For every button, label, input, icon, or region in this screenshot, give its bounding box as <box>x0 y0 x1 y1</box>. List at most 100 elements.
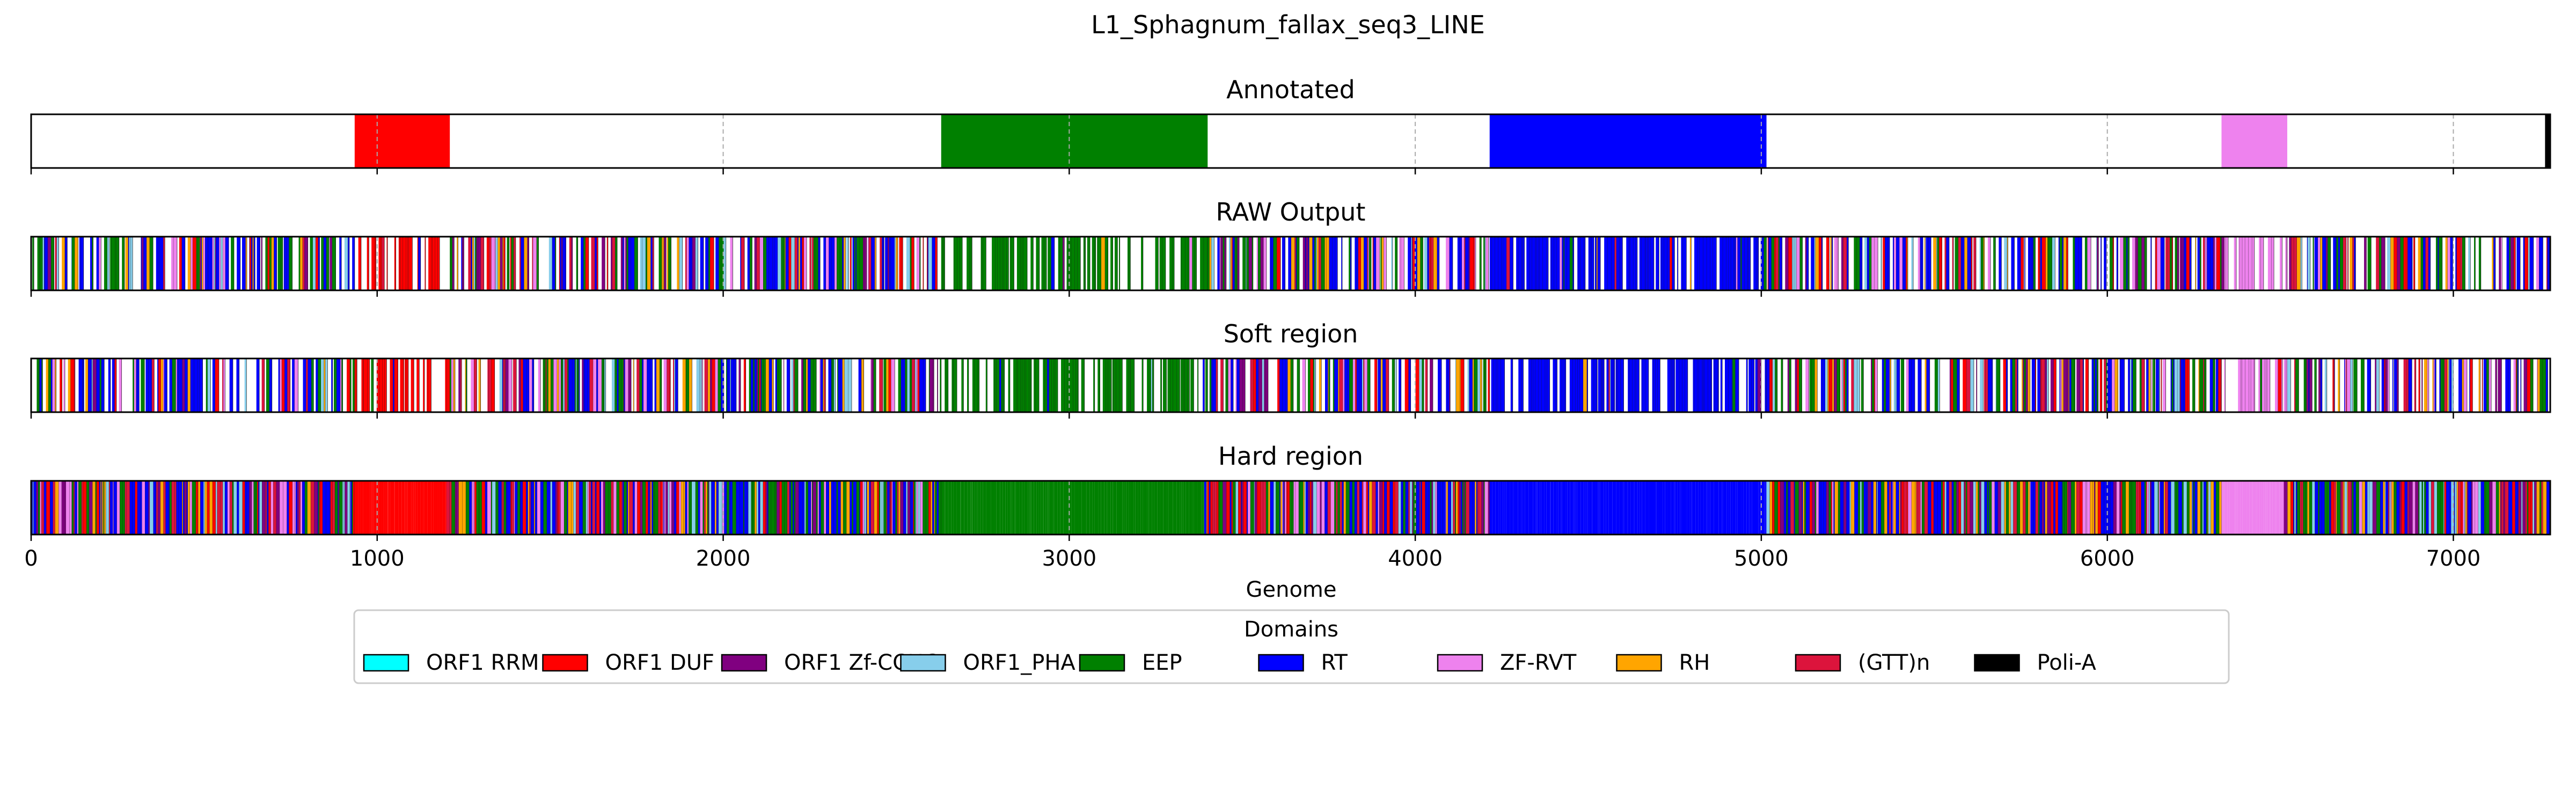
domain-stripe <box>1355 358 1357 412</box>
domain-stripe <box>846 237 849 290</box>
domain-stripe <box>411 358 414 412</box>
domain-stripe <box>1984 358 1986 412</box>
domain-stripe <box>1750 481 1752 535</box>
domain-stripe <box>2030 481 2031 535</box>
domain-stripe <box>197 481 199 535</box>
domain-stripe <box>663 237 664 290</box>
domain-stripe <box>1912 481 1915 535</box>
domain-stripe <box>1379 481 1383 535</box>
domain-stripe <box>777 358 779 412</box>
domain-stripe <box>2091 358 2094 412</box>
domain-stripe <box>2122 481 2126 535</box>
domain-stripe <box>2138 481 2140 535</box>
domain-stripe <box>1708 481 1710 535</box>
domain-stripe <box>1918 481 1921 535</box>
domain-stripe <box>1355 481 1357 535</box>
domain-stripe <box>114 358 116 412</box>
domain-stripe <box>1430 481 1432 535</box>
domain-stripe <box>1475 481 1477 535</box>
domain-stripe <box>320 481 323 535</box>
domain-stripe <box>1541 481 1543 535</box>
domain-stripe <box>1746 358 1748 412</box>
domain-stripe <box>2149 481 2150 535</box>
domain-stripe <box>222 358 224 412</box>
domain-stripe <box>1347 358 1350 412</box>
domain-stripe <box>209 481 213 535</box>
segment-rt <box>1489 114 1767 168</box>
domain-stripe <box>1324 358 1328 412</box>
domain-stripe <box>1572 237 1574 290</box>
domain-stripe <box>2067 481 2068 535</box>
domain-stripe <box>1249 358 1251 412</box>
domain-stripe <box>548 358 551 412</box>
domain-stripe <box>1448 481 1452 535</box>
domain-stripe <box>942 237 944 290</box>
domain-stripe <box>380 237 382 290</box>
domain-stripe <box>1628 358 1629 412</box>
domain-stripe <box>1343 358 1345 412</box>
domain-stripe <box>370 481 372 535</box>
domain-stripe <box>2126 237 2128 290</box>
domain-stripe <box>201 237 203 290</box>
domain-stripe <box>223 358 225 412</box>
domain-stripe <box>1300 481 1304 535</box>
domain-stripe <box>2406 237 2408 290</box>
domain-stripe <box>1539 237 1543 290</box>
domain-stripe <box>1606 358 1609 412</box>
domain-stripe <box>342 481 344 535</box>
domain-stripe <box>889 481 891 535</box>
domain-stripe <box>2208 481 2211 535</box>
domain-stripe <box>2079 237 2082 290</box>
domain-stripe <box>936 481 939 535</box>
domain-stripe <box>1270 481 1274 535</box>
domain-stripe <box>1230 481 1232 535</box>
domain-stripe <box>2233 481 2235 535</box>
domain-stripe <box>698 481 700 535</box>
domain-stripe <box>2168 237 2170 290</box>
domain-stripe <box>1208 237 1210 290</box>
domain-stripe <box>58 481 62 535</box>
domain-stripe <box>848 358 852 412</box>
domain-stripe <box>2071 358 2075 412</box>
domain-stripe <box>1380 358 1383 412</box>
domain-stripe <box>546 358 548 412</box>
domain-stripe <box>495 237 496 290</box>
domain-stripe <box>1265 358 1268 412</box>
domain-stripe <box>1483 237 1485 290</box>
domain-stripe <box>2455 237 2457 290</box>
domain-stripe <box>2266 481 2267 535</box>
domain-stripe <box>267 481 268 535</box>
domain-stripe <box>330 237 333 290</box>
domain-stripe <box>416 358 420 412</box>
domain-stripe <box>629 481 633 535</box>
domain-stripe <box>40 237 43 290</box>
domain-stripe <box>923 481 926 535</box>
domain-stripe <box>1973 481 1977 535</box>
domain-stripe <box>931 481 933 535</box>
domain-stripe <box>993 358 995 412</box>
domain-stripe <box>1588 237 1591 290</box>
domain-stripe <box>1241 481 1243 535</box>
domain-stripe <box>1616 237 1620 290</box>
domain-stripe <box>1066 237 1069 290</box>
domain-stripe <box>462 237 464 290</box>
domain-stripe <box>838 481 841 535</box>
domain-stripe <box>2075 237 2079 290</box>
domain-stripe <box>1941 481 1943 535</box>
domain-stripe <box>1680 481 1682 535</box>
domain-stripe <box>730 358 731 412</box>
domain-stripe <box>1846 358 1849 412</box>
domain-stripe <box>367 358 370 412</box>
domain-stripe <box>2129 358 2132 412</box>
domain-stripe <box>97 481 99 535</box>
domain-stripe <box>1956 481 1959 535</box>
domain-stripe <box>1384 481 1387 535</box>
domain-stripe <box>2347 237 2348 290</box>
domain-stripe <box>415 481 418 535</box>
domain-stripe <box>1501 237 1503 290</box>
domain-stripe <box>1296 237 1297 290</box>
domain-stripe <box>207 481 210 535</box>
domain-stripe <box>2211 481 2214 535</box>
domain-stripe <box>2146 481 2147 535</box>
domain-stripe <box>1758 237 1759 290</box>
